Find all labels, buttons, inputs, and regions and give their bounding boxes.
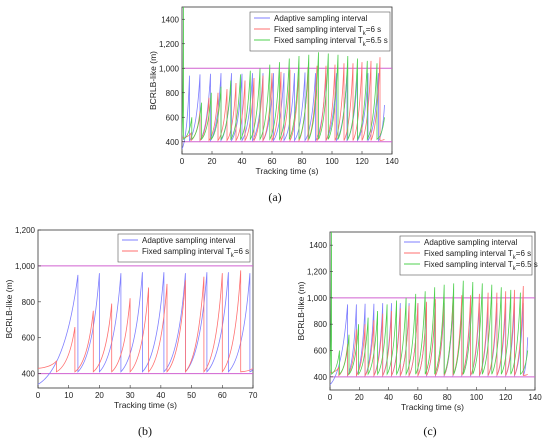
x-tick-label: 80 (298, 157, 307, 166)
legend-entry: Fixed sampling interval Tk=6 s (424, 249, 531, 261)
y-tick-label: 800 (166, 89, 180, 98)
x-tick-label: 10 (64, 391, 73, 400)
x-tick-label: 30 (126, 391, 135, 400)
x-axis-label: Tracking time (s) (401, 402, 464, 412)
legend-entry: Adaptive sampling interval (142, 236, 236, 245)
legend-label: Fixed sampling interval T (424, 260, 513, 269)
x-axis-label: Tracking time (s) (256, 166, 319, 176)
legend-entry: Adaptive sampling interval (274, 14, 368, 23)
panel-label-a: (a) (268, 190, 282, 204)
x-tick-label: 60 (413, 393, 422, 402)
y-tick-label: 600 (22, 334, 36, 343)
x-tick-label: 40 (238, 157, 247, 166)
y-tick-label: 1400 (309, 241, 327, 250)
legend-label: Fixed sampling interval T (274, 25, 363, 34)
chart-b-group: 0 10 20 30 40 50 60 70 400 600 800 1,000 1,200 Tracki… (4, 226, 258, 410)
legend-label: Adaptive sampling interval (142, 236, 236, 245)
legend-label: Adaptive sampling interval (424, 238, 518, 247)
legend-suffix: =6.5 s (516, 260, 538, 269)
x-tick-label: 40 (156, 391, 165, 400)
legend-subscript: k (513, 266, 517, 272)
series-group (182, 7, 385, 150)
legend-suffix: =6.5 s (366, 36, 388, 45)
legend-box (249, 11, 391, 52)
x-tick-label: 80 (443, 393, 452, 402)
x-tick-label: 100 (470, 393, 484, 402)
y-axis-label: BCRLB-like (m) (4, 279, 14, 338)
y-tick-label: 1,200 (159, 40, 180, 49)
chart-a-group: 0 20 40 60 80 100 120 140 400 600 800 1,000 1,200 140… (148, 6, 399, 176)
legend-entry: Fixed sampling interval Tk=6.5 s (274, 36, 388, 48)
x-tick-label: 120 (355, 157, 369, 166)
y-tick-label: 800 (314, 320, 328, 329)
x-tick-label: 140 (528, 393, 542, 402)
x-tick-label: 120 (499, 393, 513, 402)
y-tick-label: 1,200 (307, 268, 328, 277)
y-tick-label: 1,200 (15, 226, 36, 235)
series-group (38, 270, 253, 385)
legend-entry: Fixed sampling interval Tk=6 s (142, 247, 249, 259)
series-group (330, 232, 529, 385)
x-tick-label: 60 (218, 391, 227, 400)
legend-suffix: =6 s (234, 247, 249, 256)
legend-box (117, 233, 251, 263)
y-tick-label: 600 (314, 347, 328, 356)
y-axis-label: BCRLB-like (m) (296, 281, 306, 340)
x-tick-label: 0 (36, 391, 41, 400)
y-tick-label: 600 (166, 113, 180, 122)
legend-entry: Fixed sampling interval Tk=6.5 s (424, 260, 538, 272)
y-tick-label: 1,000 (307, 294, 328, 303)
legend-subscript: k (363, 31, 367, 37)
series-line-1 (182, 72, 385, 150)
x-tick-label: 0 (328, 393, 333, 402)
chart-c-group: 0 20 40 60 80 100 120 140 400 600 800 1,000 1,200 140… (296, 231, 542, 412)
x-axis-label: Tracking time (s) (114, 400, 177, 410)
legend-entry: Adaptive sampling interval (424, 238, 518, 247)
legend-box (399, 235, 533, 276)
legend-label: Fixed sampling interval T (274, 36, 363, 45)
series-line-2 (330, 285, 528, 378)
y-tick-label: 1400 (161, 15, 179, 24)
y-tick-label: 800 (22, 298, 36, 307)
panel-label-b: (b) (138, 424, 152, 438)
legend-subscript: k (231, 253, 235, 259)
x-tick-label: 20 (95, 391, 104, 400)
y-tick-label: 400 (166, 138, 180, 147)
legend-suffix: =6 s (366, 25, 381, 34)
x-tick-label: 100 (325, 157, 339, 166)
legend-label: Adaptive sampling interval (274, 14, 368, 23)
y-tick-label: 400 (22, 370, 36, 379)
legend-label: Fixed sampling interval T (142, 247, 231, 256)
x-tick-label: 40 (384, 393, 393, 402)
legend-entry: Fixed sampling interval Tk=6 s (274, 25, 381, 37)
y-tick-label: 1,000 (159, 64, 180, 73)
series-line-3 (182, 7, 385, 141)
x-tick-label: 50 (187, 391, 196, 400)
legend-subscript: k (513, 255, 517, 261)
x-tick-label: 70 (249, 391, 258, 400)
x-tick-label: 20 (355, 393, 364, 402)
x-tick-label: 20 (208, 157, 217, 166)
x-tick-label: 140 (385, 157, 399, 166)
x-tick-label: 0 (180, 157, 185, 166)
y-tick-label: 1,000 (15, 262, 36, 271)
panel-label-c: (c) (423, 424, 437, 438)
legend-suffix: =6 s (516, 249, 531, 258)
legend-subscript: k (363, 42, 367, 48)
series-line-2 (38, 270, 253, 373)
y-tick-label: 400 (314, 373, 328, 382)
series-line-3 (330, 232, 529, 376)
y-axis-label: BCRLB-like (m) (148, 51, 158, 110)
legend-label: Fixed sampling interval T (424, 249, 513, 258)
x-tick-label: 60 (268, 157, 277, 166)
